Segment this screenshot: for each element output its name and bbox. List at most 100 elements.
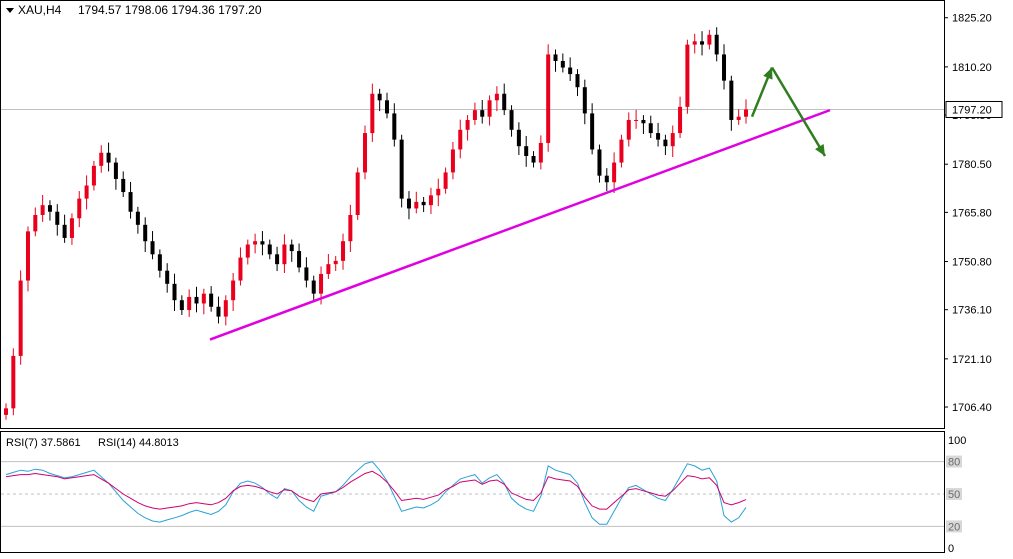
candle-body bbox=[11, 355, 16, 409]
candle-body bbox=[150, 241, 155, 255]
arrow-shaft bbox=[770, 66, 827, 157]
candle bbox=[113, 157, 118, 190]
candle-body bbox=[465, 119, 470, 130]
candle-body bbox=[736, 116, 741, 120]
candle bbox=[91, 160, 96, 191]
candle-body bbox=[480, 110, 485, 117]
price-tick-label: 1736.10 bbox=[952, 305, 992, 317]
candle-body bbox=[406, 198, 411, 209]
candle bbox=[714, 27, 719, 62]
candle-body bbox=[223, 300, 228, 317]
candle-body bbox=[560, 60, 565, 68]
candle bbox=[663, 134, 668, 156]
candle-body bbox=[399, 139, 404, 199]
candle bbox=[553, 49, 558, 72]
candle bbox=[707, 29, 712, 50]
candle-body bbox=[538, 142, 543, 163]
arrow-head-icon bbox=[815, 144, 825, 157]
dropdown-triangle-icon[interactable] bbox=[6, 8, 14, 13]
candle bbox=[341, 233, 346, 270]
candle bbox=[40, 195, 45, 222]
candle bbox=[238, 247, 243, 286]
candle-body bbox=[341, 241, 346, 261]
candle-body bbox=[348, 215, 353, 242]
candle bbox=[582, 79, 587, 125]
candle-body bbox=[40, 205, 45, 215]
candle bbox=[55, 204, 60, 236]
candle-body bbox=[612, 162, 617, 183]
candle-body bbox=[370, 93, 375, 134]
candle bbox=[516, 122, 521, 156]
candle bbox=[604, 168, 609, 192]
candle bbox=[685, 39, 690, 114]
candle-body bbox=[84, 185, 89, 199]
rsi-level-marker bbox=[946, 520, 962, 533]
candle-body bbox=[33, 215, 38, 232]
candle-body bbox=[172, 283, 177, 301]
candle bbox=[531, 151, 536, 168]
rsi7-label: RSI(7) 37.5861 bbox=[6, 437, 81, 449]
candle bbox=[538, 135, 543, 170]
candle bbox=[648, 115, 653, 138]
candle-body bbox=[392, 113, 397, 140]
candle-body bbox=[135, 211, 140, 225]
candle bbox=[69, 213, 74, 245]
candle-body bbox=[77, 198, 82, 219]
candle bbox=[84, 175, 89, 210]
price-tick-label: 1825.20 bbox=[952, 13, 992, 25]
candle bbox=[25, 226, 30, 292]
candle bbox=[62, 214, 67, 243]
candle-body bbox=[260, 241, 265, 245]
candle bbox=[568, 57, 573, 81]
candle-body bbox=[165, 270, 170, 284]
candle bbox=[744, 99, 748, 124]
candle-body bbox=[729, 80, 734, 120]
candle-body bbox=[553, 54, 558, 61]
candle-body bbox=[670, 133, 675, 147]
candle-body bbox=[25, 231, 30, 281]
candle bbox=[560, 53, 565, 73]
candle-body bbox=[421, 201, 426, 206]
candle-body bbox=[648, 123, 653, 134]
candle bbox=[245, 239, 250, 265]
candle-body bbox=[319, 273, 324, 294]
candle bbox=[443, 167, 448, 194]
candle-body bbox=[744, 109, 748, 117]
candle bbox=[612, 152, 617, 194]
rsi-level-marker bbox=[946, 455, 962, 468]
candle bbox=[692, 33, 697, 54]
candle bbox=[384, 92, 389, 119]
candle-body bbox=[333, 260, 338, 265]
rsi14-label: RSI(14) 44.8013 bbox=[98, 437, 179, 449]
candle bbox=[348, 204, 353, 253]
candle-body bbox=[121, 178, 126, 193]
candle bbox=[201, 288, 206, 315]
candle bbox=[172, 273, 177, 312]
candle-body bbox=[311, 280, 316, 294]
candle bbox=[700, 31, 705, 56]
candle bbox=[150, 231, 155, 260]
candle-body bbox=[722, 54, 727, 81]
trendline bbox=[209, 108, 831, 341]
candle bbox=[377, 88, 382, 112]
candle bbox=[253, 233, 258, 254]
candle bbox=[297, 243, 302, 273]
candle bbox=[450, 141, 455, 180]
candle bbox=[472, 102, 477, 125]
candle bbox=[99, 145, 104, 173]
candle bbox=[619, 134, 624, 168]
candle-body bbox=[384, 100, 389, 114]
price-tick-label: 1780.50 bbox=[952, 159, 992, 171]
candle bbox=[399, 134, 404, 208]
candle-body bbox=[700, 41, 705, 45]
candle bbox=[311, 275, 316, 303]
main-chart-frame bbox=[0, 0, 945, 429]
candle-body bbox=[509, 110, 514, 130]
candle-body bbox=[472, 110, 477, 120]
candle-body bbox=[157, 254, 162, 271]
candle bbox=[289, 239, 294, 262]
candle-body bbox=[128, 192, 133, 212]
candle-body bbox=[304, 267, 309, 281]
rsi-tick-label: 20 bbox=[948, 521, 960, 533]
